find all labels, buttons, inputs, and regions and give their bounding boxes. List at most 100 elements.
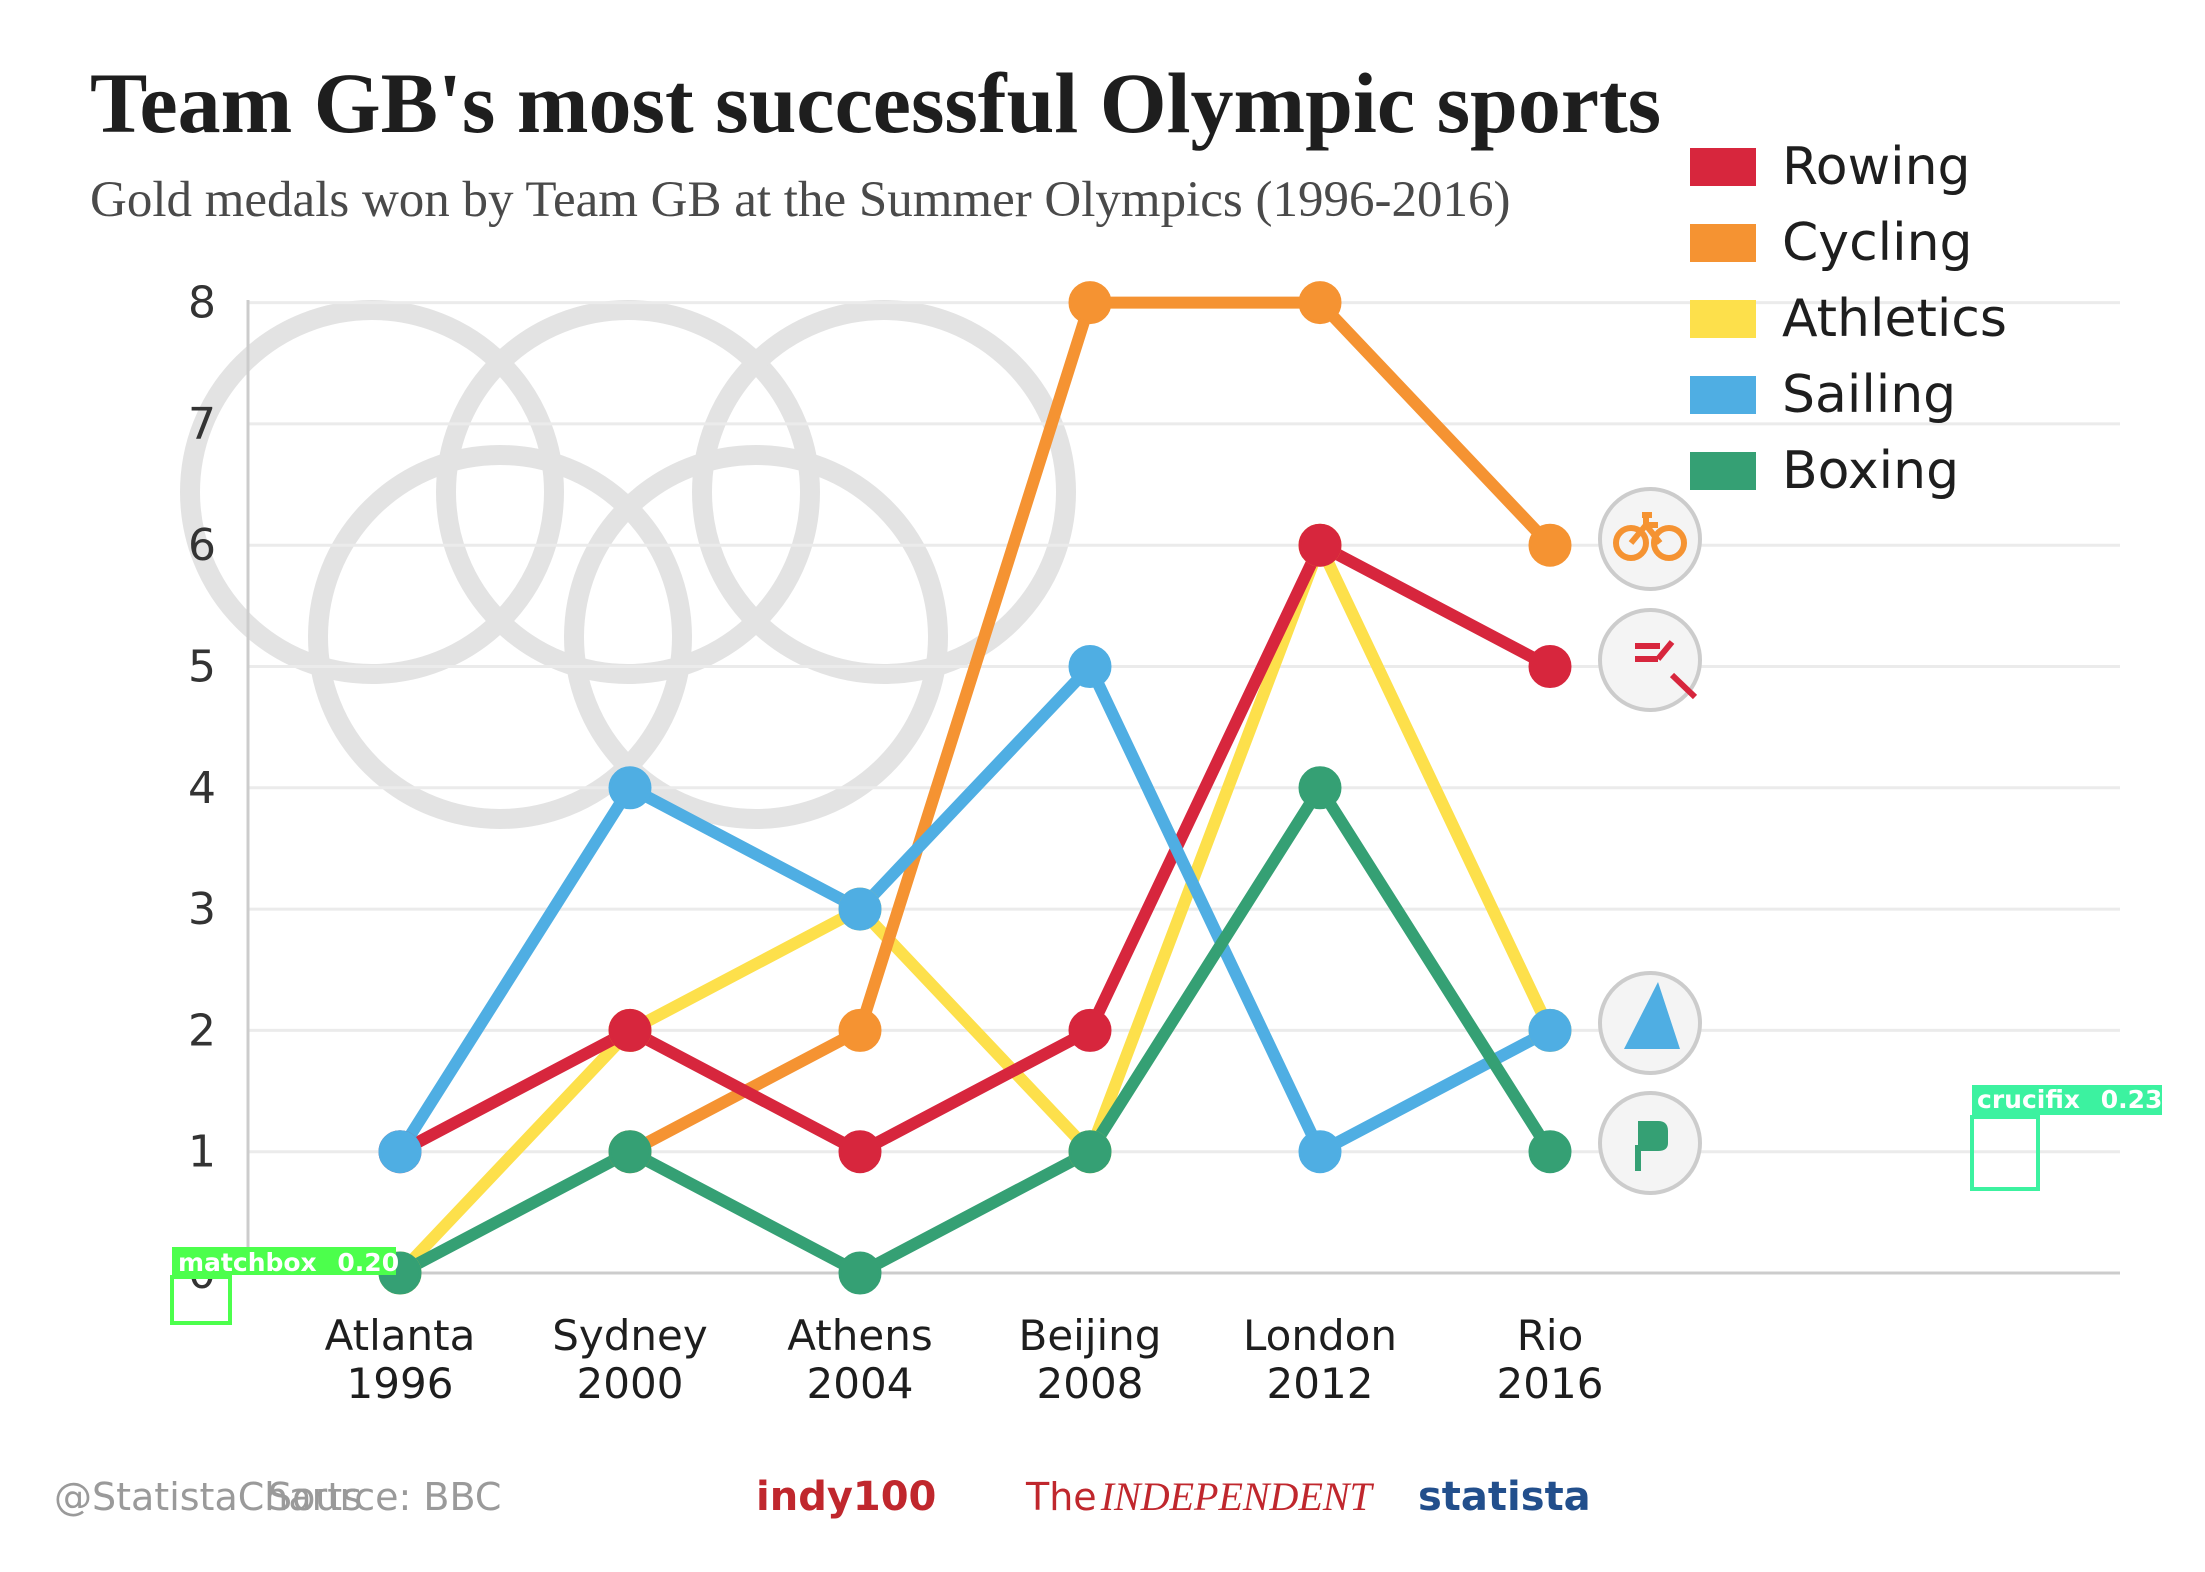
boxing-icon — [1598, 1091, 1702, 1195]
detection-matchbox-score: 0.20 — [337, 1248, 399, 1277]
brand-independent: The INDEPENDENT — [1025, 1474, 1375, 1519]
data-point-boxing — [838, 1251, 882, 1295]
data-point-rowing — [1298, 523, 1342, 567]
x-tick-year: 2012 — [1267, 1359, 1374, 1408]
chart-title: Team GB's most successful Olympic sports — [90, 55, 1661, 151]
data-point-cycling — [1068, 281, 1112, 325]
ring-4 — [308, 445, 692, 829]
legend-label-sailing: Sailing — [1782, 365, 1956, 425]
detection-matchbox-label-bg — [172, 1247, 396, 1275]
data-point-rowing — [608, 1008, 652, 1052]
detection-matchbox-box — [170, 1275, 232, 1325]
x-tick-city: Beijing — [1019, 1311, 1162, 1360]
brand-independent-name: INDEPENDENT — [1100, 1474, 1375, 1519]
chart-subtitle: Gold medals won by Team GB at the Summer… — [90, 172, 1510, 228]
legend-swatch-boxing — [1690, 452, 1756, 490]
detection-matchbox: matchbox 0.20 — [170, 1247, 399, 1325]
legend-label-rowing: Rowing — [1782, 137, 1971, 197]
detection-matchbox-name: matchbox — [178, 1248, 317, 1277]
data-point-cycling — [838, 1008, 882, 1052]
cycling-wheel-back — [1613, 525, 1649, 561]
cycling-wheel-front — [1651, 525, 1687, 561]
detection-crucifix-box — [1970, 1115, 2040, 1191]
data-point-sailing — [378, 1130, 422, 1174]
detection-crucifix-name: crucifix — [1977, 1085, 2080, 1114]
legend-label-athletics: Athletics — [1782, 289, 2007, 349]
series-lines — [394, 296, 1556, 1279]
series-line-sailing — [394, 660, 1553, 1158]
data-point-boxing — [1068, 1130, 1112, 1174]
data-point-sailing — [1528, 1008, 1572, 1052]
footer-source: Source: BBC — [268, 1475, 501, 1519]
ring-2 — [436, 300, 820, 684]
cycling-frame — [1628, 512, 1663, 545]
rowing-oar — [1635, 640, 1698, 700]
axes — [246, 300, 2120, 1275]
y-tick-label: 1 — [188, 1127, 216, 1178]
data-point-sailing — [1068, 645, 1112, 688]
data-point-boxing — [1528, 1130, 1572, 1174]
data-point-rowing — [1528, 645, 1572, 688]
data-point-sailing — [608, 766, 652, 810]
x-tick-year: 2008 — [1037, 1359, 1144, 1408]
x-tick-year: 2016 — [1497, 1359, 1604, 1408]
series-line-athletics — [395, 539, 1556, 1278]
x-tick-year: 1996 — [347, 1359, 454, 1408]
data-point-sailing — [1298, 1130, 1342, 1174]
data-point-boxing — [608, 1130, 652, 1174]
y-tick-label: 7 — [188, 399, 216, 450]
x-tick-city: London — [1243, 1311, 1397, 1360]
y-tick-label: 6 — [188, 520, 216, 571]
cycling-icon — [1598, 487, 1702, 591]
sailing-icon — [1598, 971, 1702, 1075]
brand-statista: statista — [1418, 1474, 1591, 1520]
detection-crucifix-score: 0.23 — [2101, 1085, 2163, 1114]
x-tick-labels: Atlanta1996Sydney2000Athens2004Beijing20… — [325, 1311, 1604, 1408]
data-point-cycling — [1528, 523, 1572, 567]
detection-crucifix: crucifix 0.23 — [1970, 1085, 2162, 1191]
ring-3 — [692, 300, 1076, 684]
legend-swatch-sailing — [1690, 376, 1756, 414]
y-tick-label: 5 — [188, 642, 216, 693]
legend-swatch-athletics — [1690, 300, 1756, 338]
boxing-glove-cuff — [1635, 1145, 1641, 1171]
x-tick-city: Athens — [787, 1311, 932, 1360]
brand-indy100: indy100 — [756, 1474, 936, 1520]
data-point-rowing — [838, 1130, 882, 1174]
ring-5 — [564, 445, 948, 829]
y-tick-label: 8 — [188, 278, 216, 329]
legend-swatch-rowing — [1690, 148, 1756, 186]
x-tick-city: Atlanta — [325, 1311, 476, 1360]
detection-crucifix-label: crucifix 0.23 — [1977, 1085, 2162, 1114]
x-tick-city: Rio — [1517, 1311, 1584, 1360]
sailing-sail — [1624, 982, 1680, 1049]
data-point-cycling — [1298, 281, 1342, 325]
detection-matchbox-label: matchbox 0.20 — [178, 1248, 399, 1277]
ring-1 — [180, 300, 564, 684]
x-tick-year: 2004 — [807, 1359, 914, 1408]
x-tick-city: Sydney — [552, 1311, 708, 1360]
legend-swatch-cycling — [1690, 224, 1756, 262]
legend: Rowing Cycling Athletics Sailing Boxing — [1690, 137, 2007, 501]
data-point-rowing — [1068, 1008, 1112, 1052]
boxing-glove — [1638, 1121, 1668, 1151]
data-point-sailing — [838, 887, 882, 931]
sport-icon-badges — [1598, 487, 1702, 1195]
detection-crucifix-label-bg — [1972, 1085, 2162, 1115]
legend-label-boxing: Boxing — [1782, 441, 1959, 501]
cycling-icon-badge — [1598, 487, 1702, 591]
series-points — [378, 281, 1572, 1295]
x-tick-year: 2000 — [577, 1359, 684, 1408]
y-tick-label: 2 — [188, 1005, 216, 1056]
legend-label-cycling: Cycling — [1782, 213, 1973, 273]
rowing-icon — [1598, 608, 1702, 712]
y-tick-label: 3 — [188, 884, 216, 935]
series-line-boxing — [397, 781, 1556, 1279]
y-tick-labels: 012345678 — [188, 278, 216, 1299]
footer-handle: @StatistaCharts — [54, 1475, 362, 1519]
gridlines — [248, 301, 2120, 1154]
series-line-rowing — [397, 539, 1553, 1158]
brand-independent-the: The — [1025, 1475, 1097, 1519]
data-point-boxing — [1298, 766, 1342, 810]
